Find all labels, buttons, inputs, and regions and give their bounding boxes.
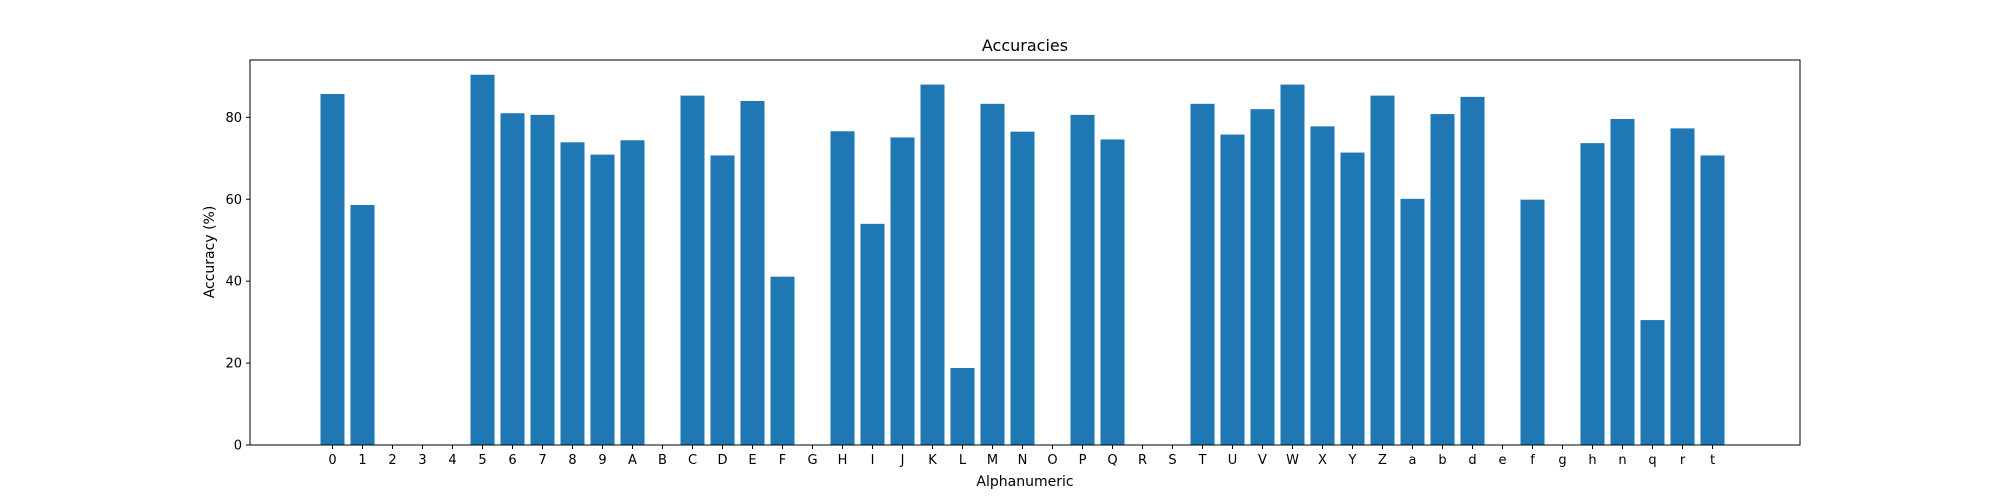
x-tick-label: Q — [1107, 453, 1117, 468]
x-tick-label: L — [959, 453, 967, 468]
bar-E — [740, 100, 765, 445]
x-tick-label: F — [779, 453, 786, 468]
bar-U — [1220, 134, 1245, 446]
chart-title: Accuracies — [982, 36, 1068, 55]
bar-h — [1580, 143, 1605, 445]
x-tick-label: 3 — [418, 453, 426, 468]
x-tick-label: E — [748, 453, 756, 468]
bar-t — [1700, 155, 1725, 445]
bar-a — [1400, 198, 1425, 445]
bar-A — [620, 140, 645, 445]
x-tick-label: e — [1499, 453, 1507, 468]
x-tick-label: 8 — [568, 453, 576, 468]
x-tick-label: P — [1079, 453, 1087, 468]
x-tick-label: N — [1018, 453, 1028, 468]
x-tick-label: 9 — [598, 453, 606, 468]
x-tick-label: a — [1409, 453, 1417, 468]
x-tick-label: 7 — [538, 453, 546, 468]
bar-I — [860, 223, 885, 445]
x-tick-label: W — [1286, 453, 1299, 468]
x-tick-label: I — [871, 453, 875, 468]
x-tick-label: T — [1198, 453, 1207, 468]
bar-Z — [1370, 95, 1395, 445]
bar-N — [1010, 131, 1035, 445]
plot-area-frame — [249, 59, 1801, 446]
y-tick-label: 20 — [225, 357, 242, 372]
x-tick-label: K — [928, 453, 937, 468]
bar-0 — [320, 93, 345, 445]
bar-V — [1250, 109, 1275, 446]
y-ticks-group: 0 20 40 60 80 — [225, 111, 250, 454]
x-tick-label: C — [688, 453, 697, 468]
bar-H — [830, 131, 855, 445]
bar-5 — [470, 74, 495, 445]
y-tick-label: 80 — [225, 111, 242, 126]
x-tick-label: B — [658, 453, 667, 468]
bar-Q — [1100, 139, 1125, 445]
bar-L — [950, 368, 975, 445]
x-tick-label: M — [987, 453, 998, 468]
x-tick-label: b — [1438, 453, 1446, 468]
x-tick-label: S — [1168, 453, 1176, 468]
x-tick-label: n — [1618, 453, 1626, 468]
x-tick-label: Y — [1348, 453, 1357, 468]
x-tick-label: r — [1680, 453, 1686, 468]
x-tick-label: X — [1318, 453, 1327, 468]
bar-d — [1460, 96, 1485, 446]
bar-8 — [560, 142, 585, 445]
bar-K — [920, 84, 945, 446]
bar-W — [1280, 84, 1305, 446]
x-tick-label: V — [1258, 453, 1267, 468]
x-tick-label: 5 — [478, 453, 486, 468]
y-tick-label: 60 — [225, 193, 242, 208]
x-tick-label: d — [1468, 453, 1476, 468]
x-tick-label: h — [1588, 453, 1596, 468]
x-tick-label: 0 — [328, 453, 336, 468]
bar-Y — [1340, 152, 1365, 445]
bar-r — [1670, 128, 1695, 446]
bar-T — [1190, 103, 1215, 446]
bar-C — [680, 95, 705, 445]
x-tick-label: 4 — [448, 453, 456, 468]
bar-9 — [590, 154, 615, 446]
x-tick-label: H — [838, 453, 848, 468]
bar-7 — [530, 114, 555, 445]
bar-P — [1070, 114, 1095, 445]
x-tick-label: f — [1530, 453, 1535, 468]
bar-f — [1520, 199, 1545, 445]
x-tick-label: 6 — [508, 453, 516, 468]
y-tick-label: 40 — [225, 275, 242, 290]
x-tick-label: G — [807, 453, 817, 468]
x-tick-label: 2 — [388, 453, 396, 468]
bar-M — [980, 103, 1005, 446]
bar-D — [710, 155, 735, 445]
x-tick-label: A — [628, 453, 637, 468]
x-axis-label: Alphanumeric — [976, 474, 1073, 490]
bar-n — [1610, 118, 1635, 445]
x-tick-label: g — [1558, 453, 1566, 468]
x-tick-label: J — [900, 453, 905, 468]
bar-F — [770, 276, 795, 445]
y-axis-label: Accuracy (%) — [202, 206, 218, 299]
x-tick-label: 1 — [358, 453, 366, 468]
x-tick-label: U — [1228, 453, 1238, 468]
x-tick-label: O — [1047, 453, 1057, 468]
x-tick-label: Z — [1378, 453, 1387, 468]
x-tick-label: R — [1138, 453, 1147, 468]
bar-q — [1640, 320, 1665, 445]
x-tick-label: D — [717, 453, 727, 468]
bar-b — [1430, 114, 1455, 445]
x-tick-label: q — [1648, 453, 1656, 468]
y-tick-label: 0 — [234, 439, 242, 454]
x-tick-label: t — [1710, 453, 1715, 468]
bar-6 — [500, 113, 525, 445]
bar-X — [1310, 126, 1335, 445]
bars-group — [320, 74, 1725, 446]
bar-J — [890, 137, 915, 445]
bar-1 — [350, 204, 375, 445]
